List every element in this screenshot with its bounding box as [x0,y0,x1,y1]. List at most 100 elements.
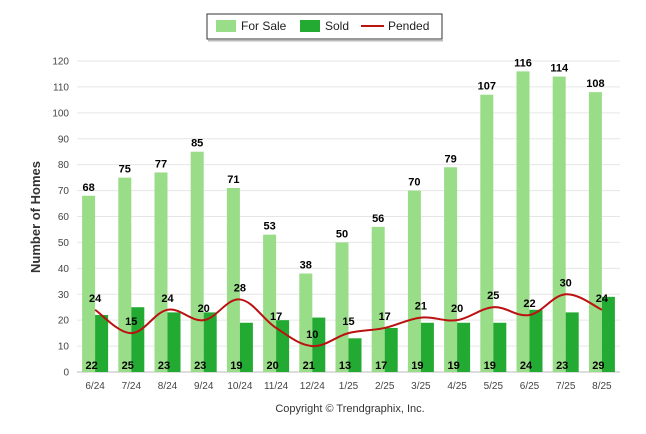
legend-swatch-sold [300,20,320,32]
pended-value-label: 20 [198,303,210,315]
pended-line [94,293,603,348]
y-tick-label: 50 [58,238,70,249]
bar-sold [239,322,253,372]
y-tick-label: 100 [52,108,69,119]
y-tick-label: 90 [58,134,70,145]
x-tick-label: 1/25 [339,381,359,392]
sold-value-label: 23 [158,360,170,372]
bar-sold [493,322,507,372]
sold-value-label: 20 [266,360,278,372]
for-sale-value-label: 70 [408,177,420,189]
bar-for-sale [407,190,421,372]
x-tick-label: 11/24 [264,381,289,392]
sold-value-label: 19 [484,360,496,372]
bar-for-sale [371,226,385,372]
x-tick-label: 8/24 [158,381,178,392]
pended-value-label: 22 [523,298,535,310]
x-tick-label: 12/24 [300,381,325,392]
y-tick-label: 40 [58,264,70,275]
sold-value-label: 19 [411,360,423,372]
legend-swatch-for-sale [216,20,236,32]
y-axis-ticks: 0 10 20 30 40 50 60 70 80 90 100 110 120 [52,57,69,379]
bar-sold [131,307,145,372]
legend-box [206,13,443,40]
y-tick-label: 120 [52,57,69,68]
data-labels: 68 22 75 25 77 23 85 23 71 19 53 20 38 21 50 13 56 17 70 19… [82,57,608,372]
y-tick-label: 60 [58,212,70,223]
x-tick-label: 8/25 [592,381,612,392]
copyright-text: Copyright © Trendgraphix, Inc. [275,403,424,415]
sold-value-label: 29 [592,360,604,372]
for-sale-value-label: 114 [550,63,569,75]
bar-for-sale [516,71,530,372]
bar-for-sale [552,76,566,373]
x-tick-label: 10/24 [227,381,252,392]
x-tick-label: 7/24 [122,381,142,392]
pended-value-label: 28 [234,282,246,294]
pended-value-label: 15 [342,316,354,328]
bar-for-sale [263,234,277,372]
for-sale-value-label: 77 [155,158,167,170]
legend-label-for-sale: For Sale [241,19,287,33]
for-sale-value-label: 75 [119,164,131,176]
bar-sold [95,314,109,372]
y-tick-label: 20 [58,316,70,327]
bar-sold [384,327,398,372]
bar-sold [457,322,471,372]
pended-value-label: 15 [125,316,137,328]
for-sale-value-label: 85 [191,138,203,150]
for-sale-value-label: 68 [82,182,94,194]
sold-value-label: 13 [339,360,351,372]
sold-value-label: 25 [122,360,134,372]
bar-sold [276,320,290,372]
for-sale-value-label: 38 [300,260,312,272]
bar-sold [529,309,543,372]
bar-for-sale [190,151,204,372]
x-tick-label: 2/25 [375,381,395,392]
legend: For Sale Sold Pended [206,13,443,42]
pended-value-label: 24 [161,293,174,305]
for-sale-value-label: 56 [372,213,384,225]
legend-label-pended: Pended [388,19,429,33]
bar-for-sale [335,242,349,372]
sold-value-label: 19 [230,360,242,372]
bar-sold [420,322,434,372]
sold-value-label: 23 [194,360,206,372]
pended-value-label: 24 [89,293,102,305]
x-tick-label: 6/25 [520,381,540,392]
bar-for-sale [588,92,602,372]
bar-for-sale [444,167,458,372]
bar-sold [601,296,615,372]
sold-value-label: 24 [520,360,533,372]
y-axis-title: Number of Homes [28,161,43,273]
bar-for-sale [226,187,240,372]
pended-value-label: 30 [560,277,572,289]
bar-sold [348,338,362,372]
sold-value-label: 22 [85,360,97,372]
legend-shadow [208,40,443,42]
for-sale-value-label: 53 [263,221,275,233]
pended-value-label: 25 [487,290,499,302]
for-sale-value-label: 107 [478,81,496,93]
x-tick-label: 3/25 [411,381,431,392]
for-sale-value-label: 79 [444,153,456,165]
bars [82,71,615,373]
x-axis-ticks: 6/24 7/24 8/24 9/24 10/24 11/24 12/24 1/25 2/25 3… [85,381,612,392]
x-tick-label: 9/24 [194,381,214,392]
x-tick-label: 6/24 [85,381,105,392]
for-sale-value-label: 116 [514,57,532,69]
bar-for-sale [480,94,494,373]
for-sale-value-label: 108 [586,78,604,90]
y-tick-label: 70 [58,186,70,197]
bar-for-sale [82,195,96,372]
y-tick-label: 110 [53,82,69,93]
pended-value-label: 17 [379,311,391,323]
sold-value-label: 17 [375,360,387,372]
bar-sold [167,312,181,372]
bar-sold [203,312,217,372]
x-tick-label: 7/25 [556,381,576,392]
pended-value-label: 17 [270,311,282,323]
y-tick-label: 30 [58,290,70,301]
bar-sold [565,312,579,372]
